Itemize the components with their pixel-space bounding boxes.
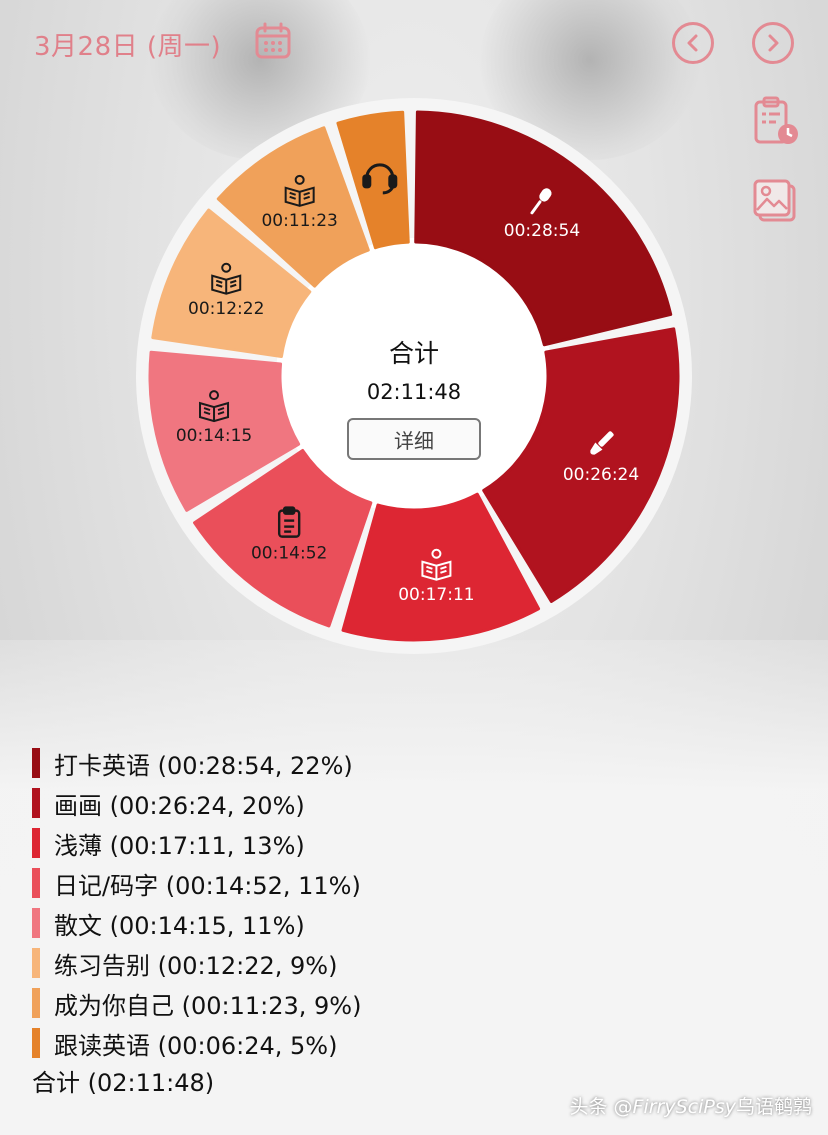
calendar-button[interactable] <box>254 22 292 64</box>
legend-swatch <box>32 1028 40 1058</box>
legend-swatch <box>32 908 40 938</box>
legend-item: 浅薄 (00:17:11, 13%) <box>32 823 361 863</box>
background-fade <box>0 640 828 1135</box>
clipboard-icon <box>277 506 301 538</box>
book-reader-icon <box>284 174 315 207</box>
legend-item: 跟读英语 (00:06:24, 5%) <box>32 1023 361 1063</box>
calendar-icon <box>255 22 291 59</box>
image-gallery-icon <box>753 179 796 222</box>
legend-label: 跟读英语 (00:06:24, 5%) <box>54 1031 338 1060</box>
donut-slice-label: 00:17:11 <box>398 585 474 605</box>
clipboard-clock-icon <box>754 96 798 144</box>
next-day-button[interactable] <box>752 22 794 64</box>
legend-item: 画画 (00:26:24, 20%) <box>32 783 361 823</box>
donut-slice[interactable] <box>148 350 301 512</box>
donut-slice[interactable] <box>193 449 373 628</box>
donut-slice[interactable] <box>482 327 680 603</box>
legend-swatch <box>32 948 40 978</box>
legend-label: 日记/码字 (00:14:52, 11%) <box>54 871 361 900</box>
legend-swatch <box>32 788 40 818</box>
watermark-suffix: 乌语鹌鹑 <box>735 1096 812 1118</box>
legend-swatch <box>32 748 40 778</box>
donut-chart: 00:28:54 00:26:24 00:17:11 00:14:52 00:14:15… <box>148 110 680 642</box>
chevron-left-icon <box>687 34 698 52</box>
book-reader-icon <box>211 262 242 295</box>
legend-label: 浅薄 (00:17:11, 13%) <box>54 831 305 860</box>
legend-item: 散文 (00:14:15, 11%) <box>32 903 361 943</box>
microphone-icon <box>530 188 552 215</box>
legend-label: 练习告别 (00:12:22, 9%) <box>54 951 338 980</box>
detail-button[interactable]: 详细 <box>347 418 481 460</box>
chart-center-total: 02:11:48 <box>366 380 462 404</box>
legend-item: 打卡英语 (00:28:54, 22%) <box>32 743 361 783</box>
legend-label: 散文 (00:14:15, 11%) <box>54 911 305 940</box>
legend-item: 日记/码字 (00:14:52, 11%) <box>32 863 361 903</box>
book-reader-icon <box>421 548 452 581</box>
legend-item: 成为你自己 (00:11:23, 9%) <box>32 983 361 1023</box>
legend-label: 成为你自己 (00:11:23, 9%) <box>54 991 362 1020</box>
legend: 打卡英语 (00:28:54, 22%) 画画 (00:26:24, 20%) … <box>32 743 361 1103</box>
date-label: 3月28日 (周一) <box>34 32 222 62</box>
donut-slice[interactable] <box>336 110 410 250</box>
legend-swatch <box>32 868 40 898</box>
donut-chart-svg: 00:28:54 00:26:24 00:17:11 00:14:52 00:14:15… <box>148 110 680 642</box>
legend-label: 打卡英语 (00:28:54, 22%) <box>54 751 353 780</box>
donut-slice-label: 00:14:52 <box>251 544 327 564</box>
prev-day-button[interactable] <box>672 22 714 64</box>
watermark-prefix: 头条 @ <box>569 1096 633 1118</box>
gallery-button[interactable] <box>752 178 798 228</box>
chevron-right-icon <box>768 34 779 52</box>
donut-slice-label: 00:12:22 <box>188 299 264 319</box>
brush-icon <box>590 431 614 455</box>
legend-label: 画画 (00:26:24, 20%) <box>54 791 305 820</box>
donut-slice[interactable] <box>341 492 541 642</box>
watermark: 头条 @FirrySciPsy乌语鹌鹑 <box>569 1092 812 1119</box>
donut-slice[interactable] <box>414 110 673 347</box>
legend-total: 合计 (02:11:48) <box>32 1069 215 1097</box>
headphones-icon <box>362 163 398 195</box>
chart-center-title: 合计 <box>388 339 439 368</box>
legend-item: 练习告别 (00:12:22, 9%) <box>32 943 361 983</box>
legend-swatch <box>32 988 40 1018</box>
donut-slice-label: 00:26:24 <box>563 465 639 485</box>
watermark-handle: FirrySciPsy <box>632 1096 736 1118</box>
donut-center <box>276 238 552 514</box>
legend-swatch <box>32 828 40 858</box>
donut-slice-label: 00:14:15 <box>176 426 252 446</box>
donut-slice-label: 00:11:23 <box>261 211 337 231</box>
clipboard-clock-button[interactable] <box>752 96 800 152</box>
donut-slice-label: 00:28:54 <box>504 221 580 241</box>
donut-slice[interactable] <box>216 126 370 288</box>
book-reader-icon <box>199 390 230 423</box>
